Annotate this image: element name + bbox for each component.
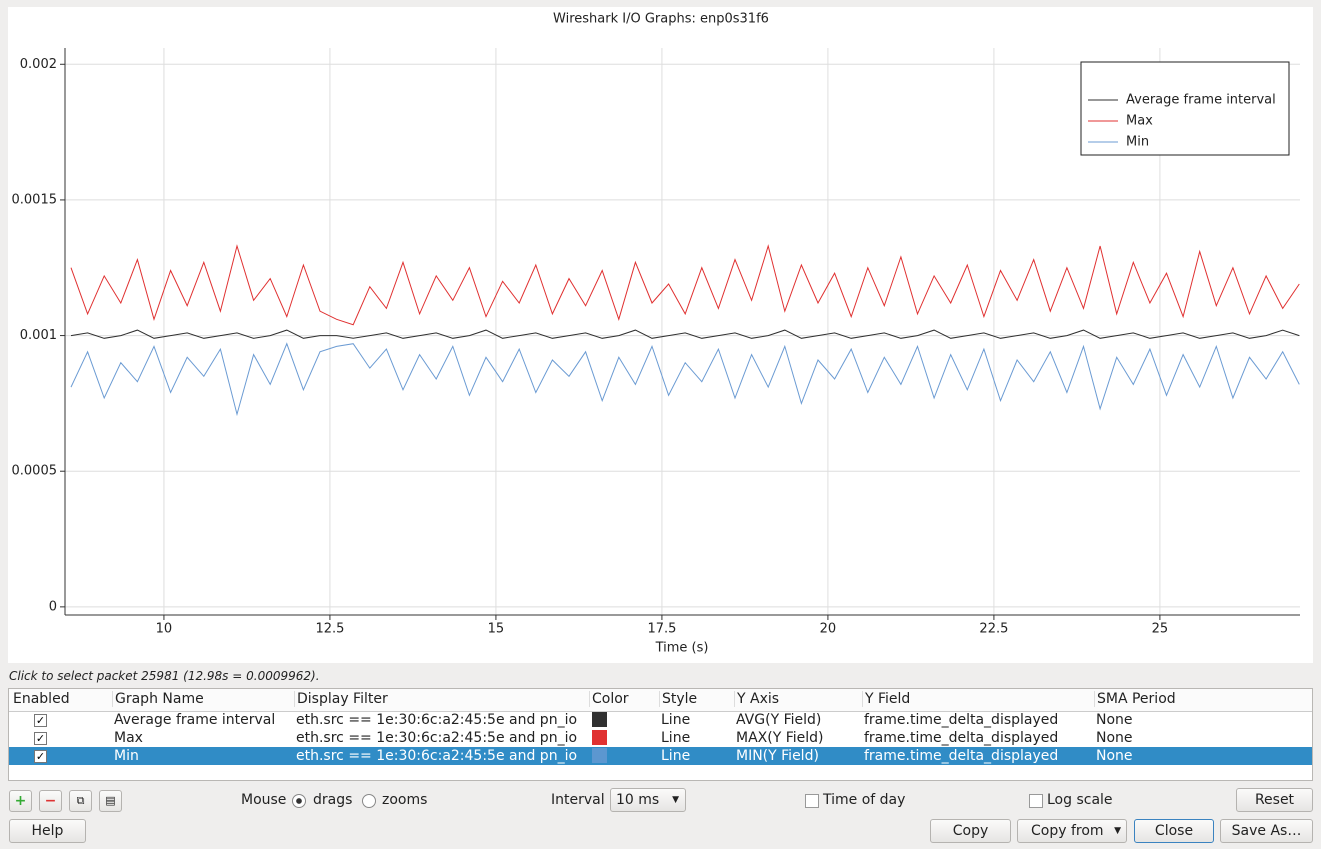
table-cell: eth.src == 1e:30:6c:a2:45:5e and pn_io	[296, 730, 578, 746]
interval-label: Interval	[551, 792, 605, 808]
table-cell: Min	[114, 748, 139, 764]
table-cell: MAX(Y Field)	[736, 730, 824, 746]
table-cell: frame.time_delta_displayed	[864, 730, 1059, 746]
log-scale-label[interactable]: Log scale	[1047, 792, 1113, 808]
column-header: Enabled	[13, 691, 70, 707]
table-cell: Line	[661, 730, 691, 746]
drags-label[interactable]: drags	[313, 792, 353, 808]
x-tick-label: 10	[156, 622, 173, 637]
enabled-checkbox[interactable]: ✓	[34, 750, 47, 763]
legend-label: Min	[1126, 135, 1149, 150]
y-tick-label: 0.0015	[12, 192, 58, 207]
y-tick-label: 0.0005	[12, 464, 58, 479]
table-cell: eth.src == 1e:30:6c:a2:45:5e and pn_io	[296, 712, 578, 728]
legend-label: Max	[1126, 114, 1153, 129]
x-tick-label: 17.5	[647, 622, 676, 637]
x-tick-label: 15	[488, 622, 505, 637]
column-header: Y Axis	[734, 691, 779, 707]
drags-radio[interactable]	[292, 794, 306, 808]
table-cell: frame.time_delta_displayed	[864, 712, 1059, 728]
x-tick-label: 20	[820, 622, 837, 637]
column-header: Style	[659, 691, 697, 707]
zooms-label[interactable]: zooms	[382, 792, 428, 808]
table-cell: eth.src == 1e:30:6c:a2:45:5e and pn_io	[296, 748, 578, 764]
x-tick-label: 12.5	[315, 622, 344, 637]
series-line	[70, 342, 1300, 417]
enabled-checkbox[interactable]: ✓	[34, 732, 47, 745]
log-scale-checkbox[interactable]	[1029, 794, 1043, 808]
legend-box	[1080, 61, 1290, 156]
copy-from-button[interactable]: Copy from ▼	[1017, 819, 1127, 843]
mouse-label: Mouse	[241, 792, 287, 808]
table-cell: AVG(Y Field)	[736, 712, 822, 728]
color-swatch[interactable]	[592, 748, 607, 763]
time-of-day-checkbox[interactable]	[805, 794, 819, 808]
clear-button[interactable]: ▤	[99, 790, 122, 812]
y-tick-label: 0.001	[20, 328, 57, 343]
graph-table: Enabled Graph Name Display Filter Color Styl…	[8, 688, 1313, 781]
color-swatch[interactable]	[592, 712, 607, 727]
x-axis-label: Time (s)	[655, 641, 709, 656]
series-line	[70, 329, 1300, 339]
table-header: Enabled Graph Name Display Filter Color Styl…	[9, 689, 1312, 712]
chart-title: Wireshark I/O Graphs: enp0s31f6	[553, 12, 769, 27]
close-button[interactable]: Close	[1134, 819, 1214, 843]
chart: Wireshark I/O Graphs: enp0s31f6 Time (s)…	[8, 7, 1313, 663]
add-button[interactable]: +	[9, 790, 32, 812]
column-header: Color	[589, 691, 629, 707]
status-text: Click to select packet 25981 (12.98s = 0…	[9, 669, 320, 683]
table-cell: None	[1096, 748, 1133, 764]
table-cell: Average frame interval	[114, 712, 276, 728]
zooms-radio[interactable]	[362, 794, 376, 808]
copy-from-label: Copy from	[1031, 823, 1104, 839]
legend-label: Average frame interval	[1126, 93, 1276, 108]
time-of-day-label[interactable]: Time of day	[823, 792, 906, 808]
table-row[interactable]: ✓ Average frame interval eth.src == 1e:30:…	[9, 711, 1312, 729]
table-cell: Line	[661, 712, 691, 728]
enabled-checkbox[interactable]: ✓	[34, 714, 47, 727]
table-cell: Max	[114, 730, 143, 746]
column-header: SMA Period	[1094, 691, 1176, 707]
column-header: Display Filter	[294, 691, 388, 707]
table-cell: MIN(Y Field)	[736, 748, 819, 764]
remove-button[interactable]: −	[39, 790, 62, 812]
table-cell: None	[1096, 730, 1133, 746]
y-tick-label: 0	[49, 599, 57, 614]
table-row[interactable]: ✓ Min eth.src == 1e:30:6c:a2:45:5e and pn_…	[9, 747, 1312, 765]
x-tick-label: 25	[1152, 622, 1169, 637]
save-as-button[interactable]: Save As…	[1220, 819, 1313, 843]
interval-value: 10 ms	[616, 792, 660, 808]
table-cell: frame.time_delta_displayed	[864, 748, 1059, 764]
column-header: Y Field	[862, 691, 910, 707]
y-tick-label: 0.002	[20, 57, 57, 72]
table-cell: Line	[661, 748, 691, 764]
copy-graph-button[interactable]: ⧉	[69, 790, 92, 812]
column-header: Graph Name	[112, 691, 204, 707]
x-tick-label: 22.5	[979, 622, 1008, 637]
table-row[interactable]: ✓ Max eth.src == 1e:30:6c:a2:45:5e and pn_…	[9, 729, 1312, 747]
help-button[interactable]: Help	[9, 819, 86, 843]
copy-button[interactable]: Copy	[930, 819, 1011, 843]
interval-select[interactable]: 10 ms ▼	[610, 788, 686, 812]
reset-button[interactable]: Reset	[1236, 788, 1313, 812]
color-swatch[interactable]	[592, 730, 607, 745]
series-line	[70, 244, 1300, 326]
table-cell: None	[1096, 712, 1133, 728]
